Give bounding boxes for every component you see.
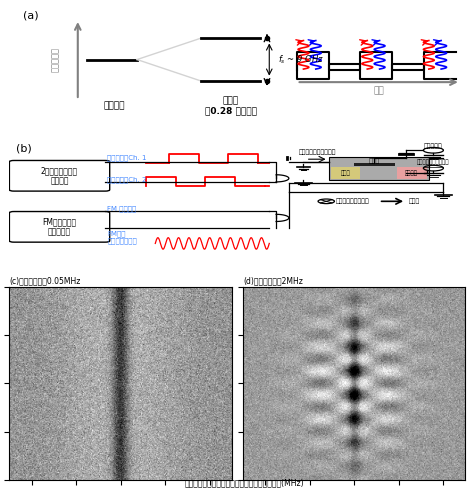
Text: (a): (a)	[23, 11, 39, 21]
Text: エネルギー: エネルギー	[50, 47, 60, 72]
Text: FM 信号入力: FM 信号入力	[108, 206, 137, 212]
Text: ソース: ソース	[341, 171, 350, 176]
Text: 静磁場: 静磁場	[408, 198, 420, 204]
Text: 時間: 時間	[373, 86, 384, 95]
FancyBboxPatch shape	[9, 212, 110, 242]
Text: ゲート電圧: ゲート電圧	[424, 144, 443, 149]
Text: マイクロ波交流磁場: マイクロ波交流磁場	[336, 198, 369, 204]
Text: マイクロ波周波数の磁気共鳴周波数からの離調(MHz): マイクロ波周波数の磁気共鳴周波数からの離調(MHz)	[185, 479, 304, 488]
Text: 方形波出力Ch. 2: 方形波出力Ch. 2	[108, 176, 147, 183]
Text: ソース・ドレイン電圧: ソース・ドレイン電圧	[417, 159, 450, 165]
Text: (b): (b)	[16, 144, 32, 154]
Bar	[331, 168, 360, 179]
FancyBboxPatch shape	[9, 160, 110, 191]
Text: ソース・ドレイン電流: ソース・ドレイン電流	[299, 149, 337, 155]
Text: ゲート: ゲート	[368, 158, 380, 164]
Bar	[353, 163, 395, 166]
Text: FM変調
マイクロ波出力: FM変調 マイクロ波出力	[108, 230, 137, 244]
Text: (c)方形波周波数0.05MHz: (c)方形波周波数0.05MHz	[9, 277, 81, 286]
Text: 方形波出力Ch. 1: 方形波出力Ch. 1	[108, 155, 147, 161]
Text: FM変調マイク
ロ波発生器: FM変調マイク ロ波発生器	[42, 217, 77, 237]
Text: $f_s$ ~ 9 GHz: $f_s$ ~ 9 GHz	[278, 53, 324, 66]
Text: ドレイン: ドレイン	[405, 171, 418, 176]
Text: (d)方形波周波数2MHz: (d)方形波周波数2MHz	[243, 277, 303, 286]
Text: 磁場なし: 磁場なし	[103, 101, 125, 110]
Bar	[397, 168, 427, 179]
Text: 磁場中
（0.28 テスラ）: 磁場中 （0.28 テスラ）	[204, 96, 257, 116]
Bar	[329, 157, 429, 180]
Text: 2チャンネル方形
波発生器: 2チャンネル方形 波発生器	[41, 166, 78, 186]
